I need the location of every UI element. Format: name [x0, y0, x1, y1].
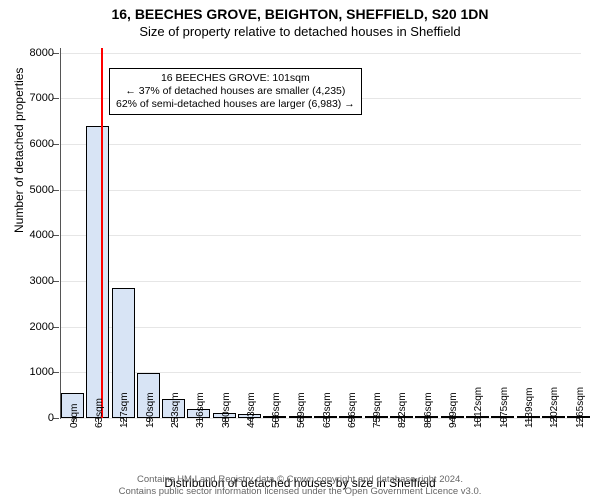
grid-line — [61, 144, 581, 145]
chart-title: 16, BEECHES GROVE, BEIGHTON, SHEFFIELD, … — [0, 6, 600, 22]
x-tick-label: 63sqm — [94, 398, 105, 428]
grid-line — [61, 190, 581, 191]
x-tick-label: 1265sqm — [575, 387, 586, 428]
y-tick-label: 6000 — [30, 138, 54, 150]
chart-footer: Contains HM Land Registry data © Crown c… — [0, 474, 600, 497]
y-tick-label: 0 — [48, 412, 54, 424]
chart-container: 16, BEECHES GROVE, BEIGHTON, SHEFFIELD, … — [0, 0, 600, 500]
y-tick-label: 7000 — [30, 92, 54, 104]
plot-area: 16 BEECHES GROVE: 101sqm ← 37% of detach… — [60, 48, 581, 419]
x-tick-label: 506sqm — [271, 392, 282, 428]
x-tick-label: 1012sqm — [473, 387, 484, 428]
x-tick-label: 822sqm — [397, 392, 408, 428]
x-tick-label: 569sqm — [296, 392, 307, 428]
x-tick-label: 1075sqm — [499, 387, 510, 428]
x-tick-label: 253sqm — [170, 392, 181, 428]
x-tick-label: 380sqm — [221, 392, 232, 428]
x-tick-label: 1202sqm — [549, 387, 560, 428]
y-tick-label: 8000 — [30, 47, 54, 59]
x-tick-label: 696sqm — [347, 392, 358, 428]
x-tick-label: 0sqm — [69, 404, 80, 428]
annotation-line2: ← 37% of detached houses are smaller (4,… — [116, 85, 355, 98]
x-tick-label: 633sqm — [322, 392, 333, 428]
y-tick-label: 1000 — [30, 366, 54, 378]
annotation-line3: 62% of semi-detached houses are larger (… — [116, 98, 355, 111]
histogram-bar — [86, 126, 109, 418]
y-axis-label: Number of detached properties — [12, 68, 26, 233]
grid-line — [61, 327, 581, 328]
footer-line2: Contains public sector information licen… — [0, 486, 600, 497]
x-tick-label: 949sqm — [448, 392, 459, 428]
x-tick-label: 1139sqm — [524, 388, 535, 428]
annotation-box: 16 BEECHES GROVE: 101sqm ← 37% of detach… — [109, 68, 362, 115]
y-tick-label: 2000 — [30, 321, 54, 333]
x-tick-label: 190sqm — [145, 392, 156, 428]
y-tick-label: 3000 — [30, 275, 54, 287]
x-tick-label: 316sqm — [195, 392, 206, 428]
y-tick-label: 5000 — [30, 184, 54, 196]
x-tick-label: 759sqm — [372, 392, 383, 428]
footer-line1: Contains HM Land Registry data © Crown c… — [0, 474, 600, 485]
x-tick-label: 886sqm — [423, 392, 434, 428]
chart-subtitle: Size of property relative to detached ho… — [0, 24, 600, 39]
x-tick-label: 443sqm — [246, 392, 257, 428]
property-marker-line — [101, 48, 103, 418]
grid-line — [61, 53, 581, 54]
grid-line — [61, 281, 581, 282]
grid-line — [61, 235, 581, 236]
annotation-line1: 16 BEECHES GROVE: 101sqm — [116, 72, 355, 85]
x-tick-label: 127sqm — [119, 392, 130, 428]
y-tick-label: 4000 — [30, 229, 54, 241]
